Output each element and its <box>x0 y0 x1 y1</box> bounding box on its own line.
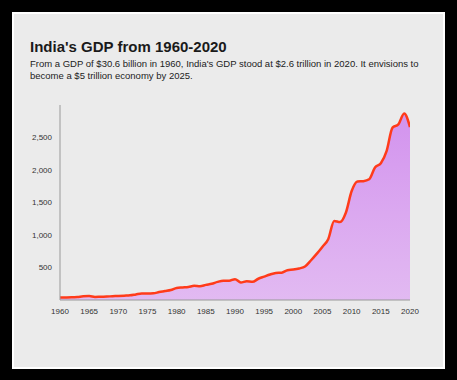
svg-text:2015: 2015 <box>372 307 390 316</box>
svg-text:1995: 1995 <box>255 307 273 316</box>
svg-text:1970: 1970 <box>109 307 127 316</box>
svg-text:1990: 1990 <box>226 307 244 316</box>
html-text:India's GDP from 1960-2020: India's GDP from 1960-2020 <box>30 38 227 55</box>
svg-text:2010: 2010 <box>343 307 361 316</box>
svg-text:1,500: 1,500 <box>32 198 53 207</box>
svg-text:2020: 2020 <box>401 307 419 316</box>
svg-text:1965: 1965 <box>80 307 98 316</box>
svg-text:1980: 1980 <box>168 307 186 316</box>
svg-text:500: 500 <box>39 263 53 272</box>
svg-text:2000: 2000 <box>284 307 302 316</box>
html-text:From a GDP of $30.6 billion in: From a GDP of $30.6 billion in 1960, Ind… <box>30 58 419 81</box>
svg-text:1,000: 1,000 <box>32 231 53 240</box>
svg-text:1985: 1985 <box>197 307 215 316</box>
svg-text:2005: 2005 <box>314 307 332 316</box>
svg-text:2,500: 2,500 <box>32 133 53 142</box>
svg-text:1960: 1960 <box>51 307 69 316</box>
svg-text:2,000: 2,000 <box>32 166 53 175</box>
svg-text:1975: 1975 <box>139 307 157 316</box>
